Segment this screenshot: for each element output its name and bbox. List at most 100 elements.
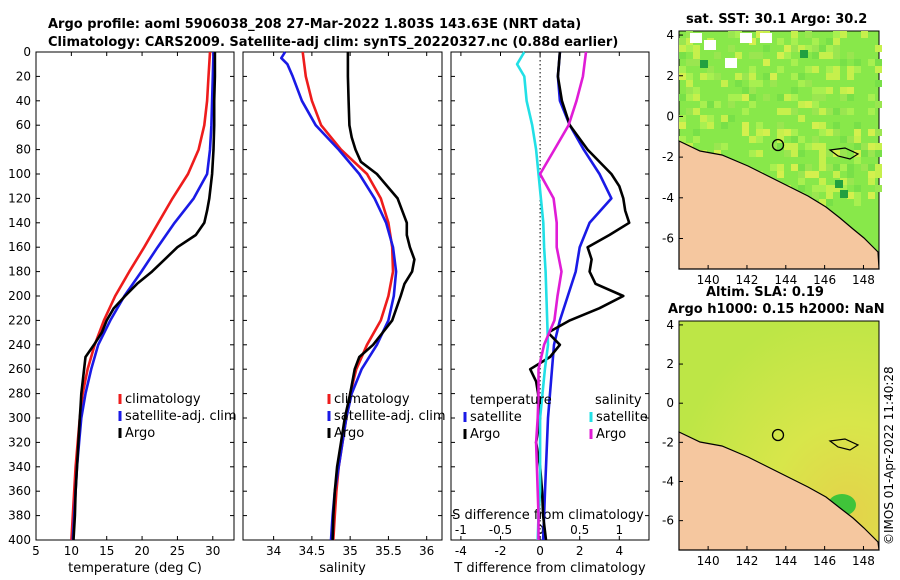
sst-pixel	[819, 108, 826, 115]
sst-pixel	[679, 136, 686, 143]
x-tick-label: 35	[343, 544, 358, 558]
sst-pixel	[833, 31, 840, 38]
map-y-tick-label: 4	[666, 28, 674, 42]
sst-pixel	[812, 122, 819, 129]
figure-title-line2: Climatology: CARS2009. Satellite-adj cli…	[48, 35, 618, 50]
x-tick-label: 5	[32, 544, 40, 558]
sst-pixel	[686, 73, 693, 80]
sst-pixel	[875, 164, 882, 171]
y-tick-label: 120	[8, 191, 31, 205]
sla-map-axes: 140 142 144 146 148 4 2 0 -2 -4 -6	[662, 318, 875, 568]
sst-pixel	[777, 164, 784, 171]
sst-pixel	[679, 94, 686, 101]
sst-pixel	[826, 164, 833, 171]
sst-pixel	[742, 108, 749, 115]
y-tick-label: 140	[8, 216, 31, 230]
sst-pixel	[679, 38, 686, 45]
sst-pixel	[805, 143, 812, 150]
sst-pixel	[749, 38, 756, 45]
sst-pixel	[693, 45, 700, 52]
sst-pixel	[805, 31, 812, 38]
sst-pixel	[819, 185, 826, 192]
sst-pixel	[777, 66, 784, 73]
sst-pixel	[742, 73, 749, 80]
sst-warm-pixel	[800, 50, 808, 58]
x-tick-label: -4	[455, 544, 467, 558]
sst-pixel	[791, 38, 798, 45]
sst-pixel	[700, 115, 707, 122]
salinity-panel: 34 34.5 35 35.5 36 salinity climatology satelli…	[242, 51, 446, 576]
sla-map: Altim. SLA: 0.19 Argo h1000: 0.15 h2000:…	[668, 285, 885, 551]
sst-pixel	[812, 52, 819, 59]
map-x-tick-label: 146	[813, 273, 836, 287]
sst-pixel	[735, 31, 742, 38]
sla-map-title-line1: Altim. SLA: 0.19	[706, 285, 824, 300]
sst-pixel	[749, 101, 756, 108]
sst-pixel	[819, 150, 826, 157]
sst-pixel	[854, 66, 861, 73]
sst-pixel	[784, 143, 791, 150]
sst-pixel	[868, 178, 875, 185]
sst-pixel	[826, 192, 833, 199]
sst-pixel	[784, 108, 791, 115]
sst-pixel	[777, 143, 784, 150]
sst-pixel	[686, 38, 693, 45]
sst-pixel	[749, 52, 756, 59]
sst-pixel	[798, 101, 805, 108]
sst-pixel	[819, 129, 826, 136]
sst-pixel	[798, 45, 805, 52]
sst-pixel	[693, 59, 700, 66]
map-x-tick-label: 144	[774, 554, 797, 568]
sst-pixel	[749, 80, 756, 87]
sst-pixel	[728, 94, 735, 101]
sst-pixel	[686, 94, 693, 101]
sst-pixel	[784, 45, 791, 52]
sst-pixel	[679, 45, 686, 52]
x-tick-label: 34.5	[299, 544, 326, 558]
sst-pixel	[798, 185, 805, 192]
y-tick-label: 160	[8, 240, 31, 254]
sst-pixel	[756, 31, 763, 38]
sst-pixel	[700, 73, 707, 80]
sst-pixel	[679, 122, 686, 129]
sst-pixel	[868, 150, 875, 157]
sst-pixel	[875, 101, 882, 108]
sst-pixel	[805, 45, 812, 52]
sst-pixel	[868, 129, 875, 136]
sst-pixel	[812, 66, 819, 73]
sst-missing-pixel	[760, 33, 772, 43]
map-y-tick-label: -2	[662, 150, 674, 164]
sst-pixel	[812, 192, 819, 199]
sst-pixel	[791, 108, 798, 115]
sst-pixel	[854, 122, 861, 129]
legend-title-temperature: temperature	[470, 393, 552, 408]
map-y-tick-label: -6	[662, 514, 674, 528]
y-tick-label: 0	[23, 45, 31, 59]
y-tick-label: 100	[8, 167, 31, 181]
sst-pixel	[700, 122, 707, 129]
y-tick-label: 40	[16, 94, 31, 108]
sst-pixel	[833, 73, 840, 80]
sst-pixel	[721, 115, 728, 122]
legend-label: climatology	[334, 392, 410, 407]
sst-pixel	[833, 38, 840, 45]
sst-pixel	[868, 108, 875, 115]
legend-label: satellite-adj. clim	[334, 409, 446, 424]
sst-pixel	[833, 122, 840, 129]
x-axis-label: T difference from climatology	[453, 561, 646, 576]
sst-pixel	[714, 150, 721, 157]
sst-pixel	[833, 164, 840, 171]
sst-pixel	[749, 87, 756, 94]
x-tick-label: 0	[536, 544, 544, 558]
sst-pixel	[742, 122, 749, 129]
sst-pixel	[854, 157, 861, 164]
legend-label: Argo	[470, 427, 500, 442]
sst-pixel	[819, 94, 826, 101]
map-x-tick-label: 146	[813, 554, 836, 568]
sst-pixel	[791, 31, 798, 38]
y-tick-label: 300	[8, 411, 31, 425]
sst-map-island	[828, 147, 860, 160]
sst-pixel	[861, 143, 868, 150]
sst-pixel	[707, 101, 714, 108]
x-axis-label: salinity	[319, 561, 366, 576]
